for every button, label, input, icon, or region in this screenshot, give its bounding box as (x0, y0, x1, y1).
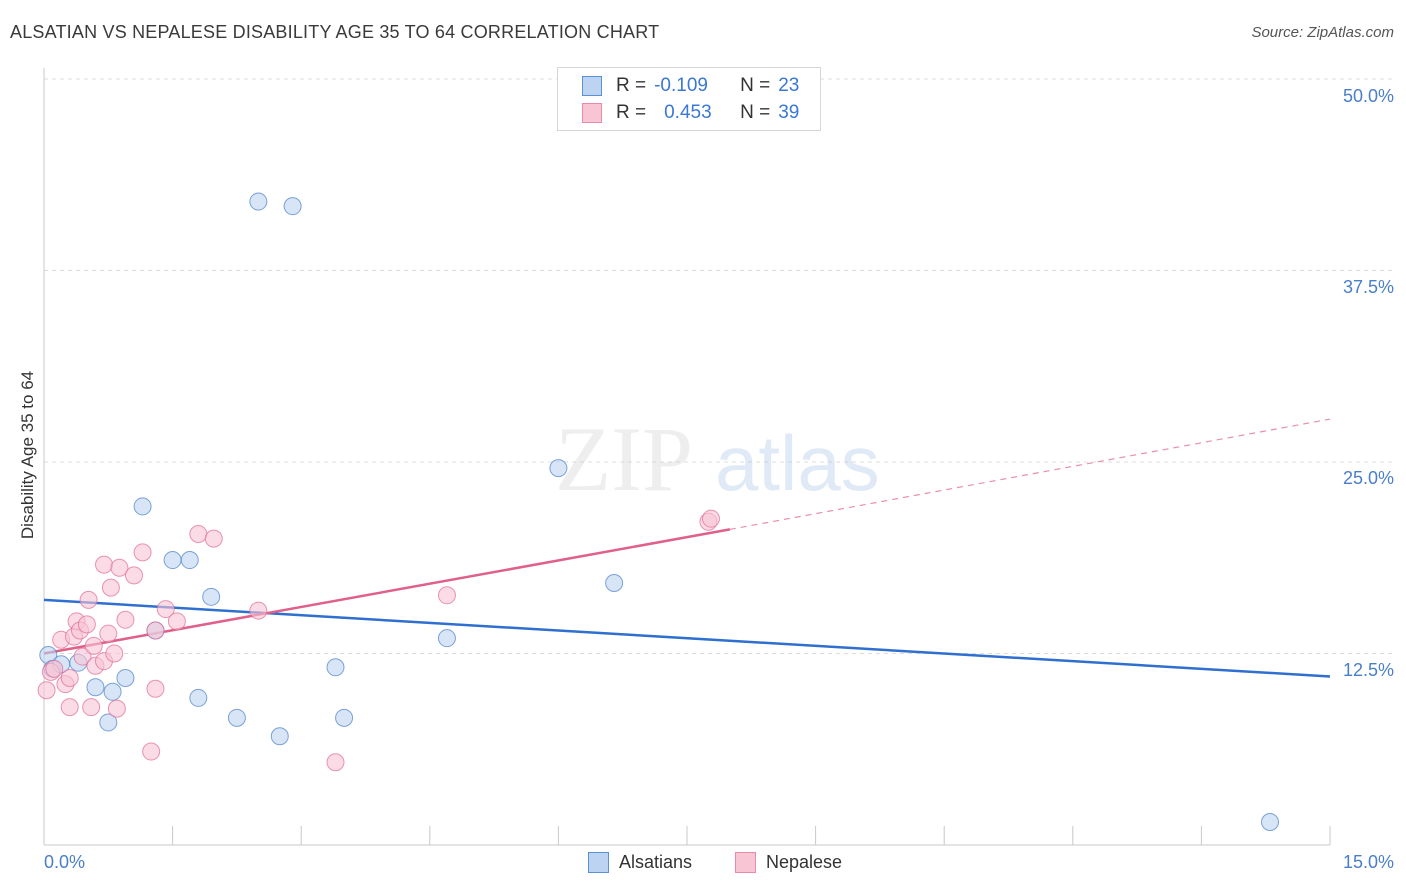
alsatians-point (605, 574, 624, 593)
r-value: 0.453 (664, 102, 712, 123)
nepalese-point (702, 509, 721, 528)
legend-item-alsatians[interactable]: Alsatians (588, 852, 692, 873)
nepalese-point (142, 742, 161, 761)
nepalese-legend-swatch (735, 852, 756, 873)
nepalese-point (82, 698, 101, 717)
alsatians-point (86, 678, 105, 697)
nepalese-point (146, 621, 165, 640)
nepalese-trend-extension (729, 418, 1331, 530)
nepalese-point (249, 601, 268, 620)
nepalese-point (99, 624, 118, 643)
nepalese-point (167, 612, 186, 631)
x-tick-label-min: 0.0% (44, 852, 86, 872)
alsatians-point (549, 459, 568, 478)
alsatians-point (99, 713, 118, 732)
alsatians-point (249, 192, 268, 211)
alsatians-point (1260, 813, 1279, 832)
legend: Alsatians Nepalese (0, 852, 1406, 878)
alsatians-point (270, 727, 289, 746)
data-points (37, 192, 1279, 832)
x-tick-label-max: 15.0% (1342, 852, 1394, 872)
alsatians-point (283, 197, 302, 216)
nepalese-point (84, 636, 103, 655)
alsatians-swatch (582, 76, 602, 96)
nepalese-point (95, 555, 114, 574)
axes (43, 68, 1331, 846)
chart-title: ALSATIAN VS NEPALESE DISABILITY AGE 35 T… (10, 22, 660, 42)
r-label: R = (616, 102, 647, 123)
legend-item-nepalese[interactable]: Nepalese (735, 852, 842, 873)
alsatians-trend-line (43, 598, 1331, 678)
nepalese-point (110, 558, 129, 577)
stats-row-nepalese: R = 0.453 N = 39 (582, 101, 799, 125)
nepalese-point (125, 566, 144, 585)
nepalese-point (79, 590, 98, 609)
nepalese-point (105, 644, 124, 663)
nepalese-point (73, 647, 92, 666)
grid-lines (44, 78, 1392, 654)
alsatians-point (437, 629, 456, 648)
alsatians-point (133, 497, 152, 516)
y-tick-label: 37.5% (1342, 277, 1394, 297)
nepalese-point (37, 681, 56, 700)
nepalese-point (326, 753, 345, 772)
r-label: R = (616, 75, 647, 96)
nepalese-point (116, 610, 135, 629)
alsatians-point (335, 708, 354, 727)
nepalese-point (189, 525, 208, 544)
stats-box: R = -0.109 N = 23 R = 0.453 N = 39 (557, 67, 821, 131)
legend-label-nepalese: Nepalese (766, 852, 843, 872)
alsatians-point (163, 551, 182, 570)
alsatians-point (180, 551, 199, 570)
y-tick-label: 50.0% (1342, 86, 1394, 106)
y-tick-label: 25.0% (1342, 468, 1394, 488)
nepalese-point (107, 699, 126, 718)
r-value: -0.109 (654, 75, 708, 96)
alsatians-point (326, 658, 345, 677)
alsatians-point (189, 688, 208, 707)
nepalese-point (204, 529, 223, 548)
nepalese-point (437, 586, 456, 605)
watermark: ZIP atlas (555, 408, 880, 510)
stats-row-alsatians: R = -0.109 N = 23 (582, 74, 799, 98)
nepalese-point (60, 698, 79, 717)
y-tick-label: 12.5% (1342, 660, 1394, 680)
watermark-atlas: atlas (715, 419, 880, 507)
nepalese-swatch (582, 103, 602, 123)
alsatians-point (116, 669, 135, 688)
n-value: 39 (778, 102, 800, 123)
nepalese-point (77, 615, 96, 634)
nepalese-point (133, 543, 152, 562)
n-label: N = (740, 102, 771, 123)
nepalese-point (45, 659, 64, 678)
nepalese-point (146, 679, 165, 698)
nepalese-point (156, 600, 175, 619)
alsatians-point (202, 587, 221, 606)
n-label: N = (740, 75, 771, 96)
y-axis-label: Disability Age 35 to 64 (18, 370, 37, 540)
watermark-zip: ZIP (555, 408, 693, 510)
source-label: Source: ZipAtlas.com (1251, 24, 1394, 41)
alsatians-legend-swatch (588, 852, 609, 873)
n-value: 23 (778, 75, 800, 96)
alsatians-point (103, 682, 122, 701)
alsatians-point (227, 708, 246, 727)
legend-label-alsatians: Alsatians (619, 852, 693, 872)
nepalese-point (101, 578, 120, 597)
nepalese-point (60, 669, 79, 688)
